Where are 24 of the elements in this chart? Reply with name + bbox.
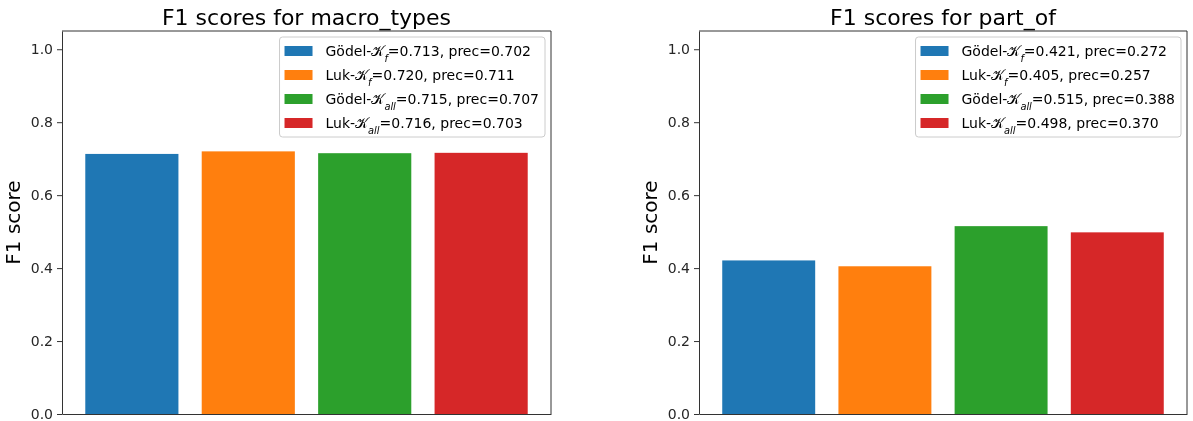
- y-tick-label: 0.8: [667, 114, 690, 131]
- y-axis-title: F1 score: [1, 180, 25, 265]
- y-tick-label: 0.6: [30, 187, 54, 204]
- legend-label: Luk-𝒦$_{all}$=0.716, prec=0.703: [325, 115, 523, 136]
- legend-label: Gödel-𝒦$_{all}$=0.515, prec=0.388: [961, 91, 1175, 112]
- chart-title: F1 scores for part_of: [830, 5, 1058, 31]
- legend-label: Luk-𝒦$_{f}$=0.405, prec=0.257: [961, 67, 1151, 88]
- y-tick-label: 0.0: [30, 405, 53, 421]
- y-tick-label: 0.4: [30, 260, 54, 277]
- y-tick-label: 1.0: [30, 41, 53, 58]
- y-tick-label: 0.0: [667, 405, 690, 421]
- y-tick-label: 0.8: [30, 114, 53, 131]
- legend-label: Luk-𝒦$_{all}$=0.498, prec=0.370: [961, 115, 1159, 136]
- y-tick-label: 0.2: [30, 333, 53, 350]
- legend-label: Gödel-𝒦$_{all}$=0.715, prec=0.707: [325, 91, 539, 112]
- legend-label: Gödel-𝒦$_{f}$=0.713, prec=0.702: [325, 43, 531, 64]
- y-tick-label: 0.6: [667, 187, 691, 204]
- y-tick-label: 1.0: [667, 41, 690, 58]
- legend-label: Gödel-𝒦$_{f}$=0.421, prec=0.272: [961, 43, 1167, 64]
- y-axis-title: F1 score: [638, 180, 662, 265]
- chart-title: F1 scores for macro_types: [161, 5, 452, 31]
- y-tick-label: 0.4: [667, 260, 691, 277]
- legend-label: Luk-𝒦$_{f}$=0.720, prec=0.711: [325, 67, 515, 88]
- y-tick-label: 0.2: [667, 333, 690, 350]
